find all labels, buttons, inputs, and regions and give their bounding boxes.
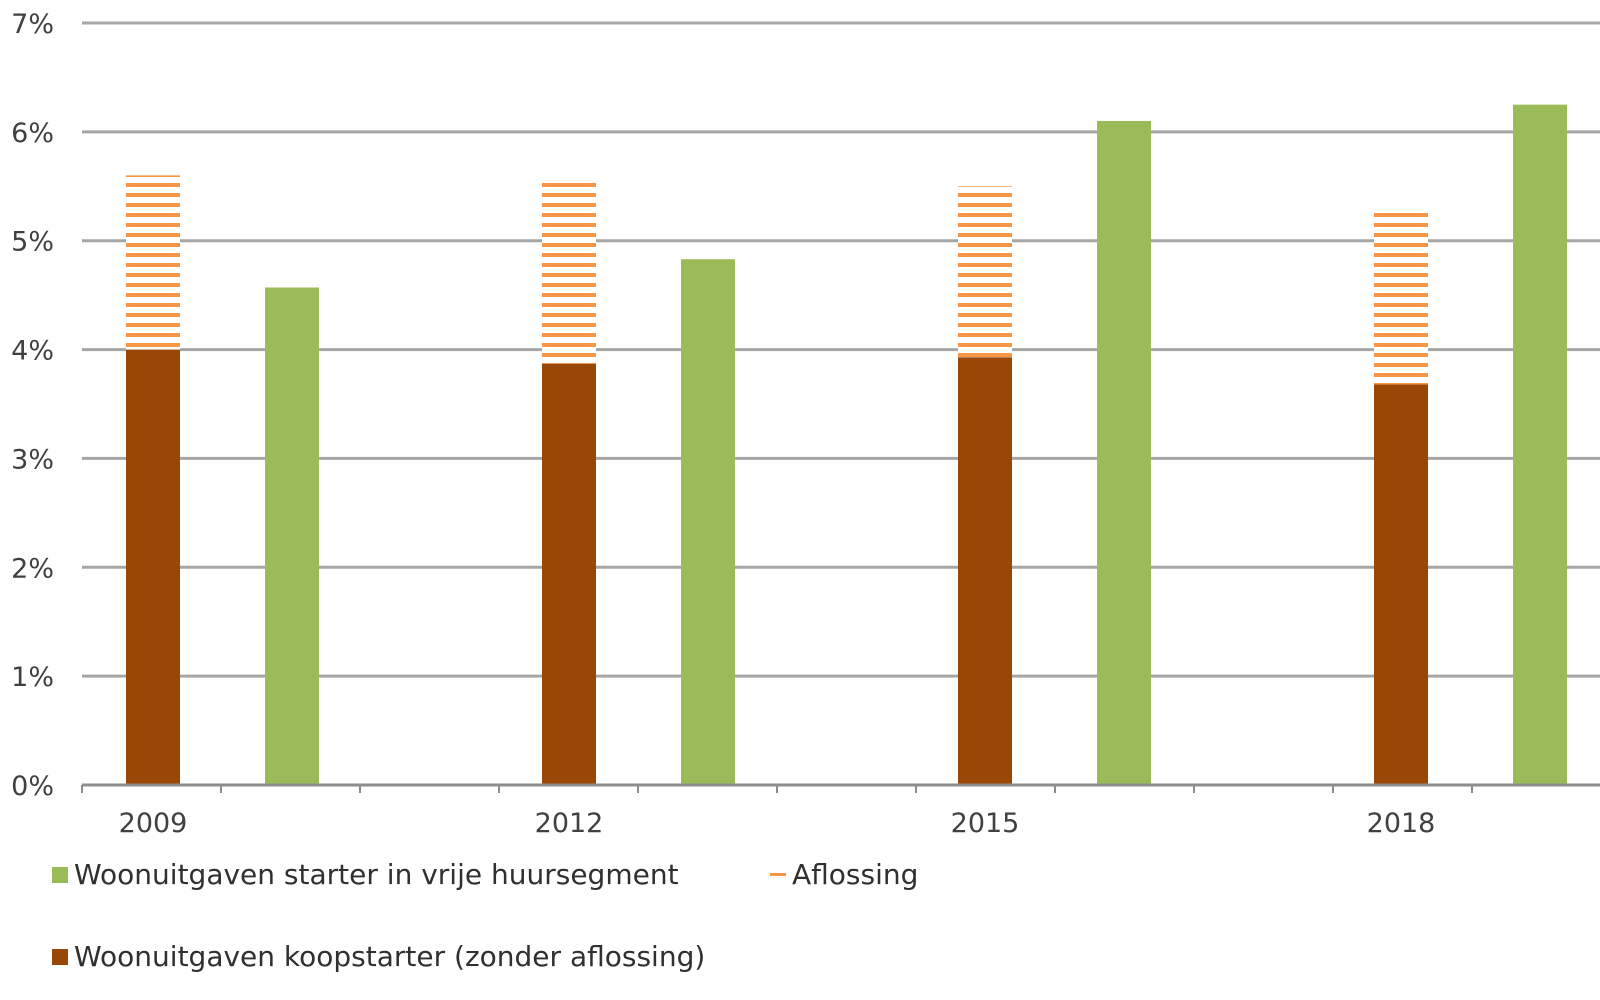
chart: 0% 1% 2% 3% 4% 5% 6% 7% 2009 2012 2015 2018 xyxy=(11,9,1600,839)
bar-huurstarter xyxy=(265,287,319,785)
legend-item-repay: Aflossing xyxy=(770,858,918,891)
y-tick-label: 4% xyxy=(11,336,54,367)
y-tick-label: 1% xyxy=(11,662,54,693)
bar-aflossing xyxy=(542,178,596,364)
bar-aflossing xyxy=(958,186,1012,358)
bar-koopstarter xyxy=(542,363,596,785)
y-tick-label: 6% xyxy=(11,118,54,149)
bar-aflossing xyxy=(1374,210,1428,385)
y-tick-label: 5% xyxy=(11,227,54,258)
bar-aflossing xyxy=(126,175,180,350)
bars xyxy=(126,104,1567,786)
bar-huurstarter xyxy=(1513,104,1567,785)
legend-item-buy: Woonuitgaven koopstarter (zonder aflossi… xyxy=(52,940,705,973)
bar-huurstarter xyxy=(681,259,735,786)
y-tick-label: 3% xyxy=(11,444,54,475)
y-tick-label: 7% xyxy=(11,9,54,40)
legend-label-buy: Woonuitgaven koopstarter (zonder aflossi… xyxy=(74,940,706,973)
bar-koopstarter xyxy=(1374,384,1428,785)
legend-item-rent: Woonuitgaven starter in vrije huursegmen… xyxy=(52,858,679,891)
bar-huurstarter xyxy=(1097,120,1151,785)
legend: Woonuitgaven starter in vrije huursegmen… xyxy=(52,858,1552,988)
x-axis: 2009 2012 2015 2018 xyxy=(81,783,1600,839)
legend-label-repay: Aflossing xyxy=(792,858,919,891)
legend-swatch-repay xyxy=(770,873,786,876)
legend-label-rent: Woonuitgaven starter in vrije huursegmen… xyxy=(74,858,679,891)
x-tick-label: 2015 xyxy=(951,808,1020,839)
x-tick-label: 2018 xyxy=(1367,808,1436,839)
y-tick-label: 0% xyxy=(11,771,54,802)
bar-koopstarter xyxy=(958,357,1012,785)
legend-swatch-buy xyxy=(52,948,68,965)
legend-swatch-rent xyxy=(52,866,68,883)
x-tick-label: 2009 xyxy=(119,808,188,839)
bar-koopstarter xyxy=(126,349,180,785)
y-axis-ticks: 0% 1% 2% 3% 4% 5% 6% 7% xyxy=(11,9,54,802)
y-tick-label: 2% xyxy=(11,553,54,584)
x-tick-label: 2012 xyxy=(535,808,604,839)
gridlines xyxy=(82,21,1600,678)
